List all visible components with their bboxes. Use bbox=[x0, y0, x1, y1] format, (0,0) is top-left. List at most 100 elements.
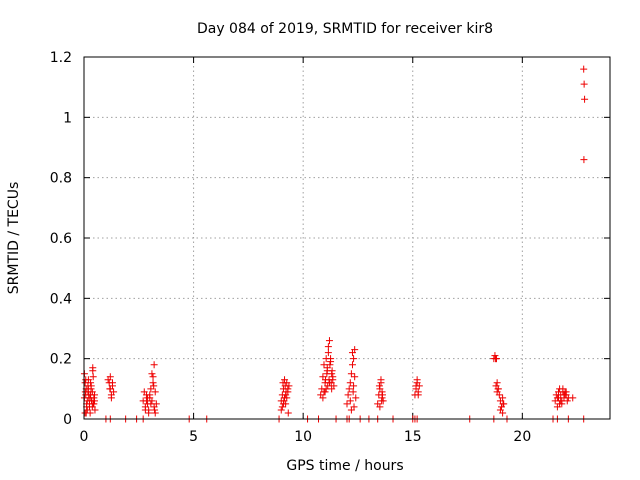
plot-frame bbox=[83, 56, 611, 420]
data-point bbox=[557, 397, 565, 405]
data-point bbox=[324, 382, 332, 390]
data-point bbox=[151, 409, 159, 417]
data-point bbox=[493, 379, 501, 387]
data-point bbox=[499, 394, 507, 402]
data-point bbox=[280, 397, 288, 405]
data-point bbox=[349, 388, 357, 396]
data-point bbox=[499, 409, 507, 417]
data-point bbox=[148, 370, 156, 378]
y-tick-label: 0.6 bbox=[50, 231, 72, 247]
data-point bbox=[324, 343, 332, 351]
data-point bbox=[413, 376, 421, 384]
data-point bbox=[412, 382, 420, 390]
data-point bbox=[83, 406, 91, 414]
data-point bbox=[89, 373, 97, 381]
data-point bbox=[107, 394, 115, 402]
x-tick-label: 15 bbox=[404, 429, 422, 445]
data-point bbox=[350, 382, 358, 390]
axis-ticks bbox=[83, 56, 610, 420]
data-point bbox=[150, 382, 158, 390]
x-axis-label: GPS time / hours bbox=[286, 458, 403, 474]
data-point bbox=[328, 367, 336, 375]
data-point bbox=[284, 409, 292, 417]
y-axis-label: SRMTID / TECUs bbox=[6, 182, 22, 295]
y-tick-label: 0.4 bbox=[50, 291, 72, 307]
data-point bbox=[556, 385, 564, 393]
data-point bbox=[558, 400, 566, 408]
x-tick-label: 5 bbox=[189, 429, 198, 445]
data-point bbox=[277, 406, 285, 414]
data-point bbox=[87, 385, 95, 393]
data-point bbox=[561, 391, 569, 399]
data-point bbox=[141, 406, 149, 414]
data-point bbox=[345, 385, 353, 393]
data-point bbox=[149, 379, 157, 387]
y-tick-labels: 0 0.2 0.4 0.6 0.8 1 1.2 bbox=[50, 50, 72, 428]
data-point bbox=[499, 400, 507, 408]
data-point bbox=[151, 388, 159, 396]
data-point bbox=[89, 400, 97, 408]
data-point bbox=[329, 373, 337, 381]
x-tick-labels: 0 5 10 15 20 bbox=[80, 429, 532, 445]
data-point bbox=[346, 397, 354, 405]
y-tick-label: 0 bbox=[63, 412, 72, 428]
data-point bbox=[283, 394, 291, 402]
data-point bbox=[150, 361, 158, 369]
data-point bbox=[351, 373, 359, 381]
y-tick-label: 0.2 bbox=[50, 352, 72, 368]
data-point bbox=[343, 400, 351, 408]
data-point bbox=[281, 376, 289, 384]
data-point bbox=[492, 355, 500, 363]
data-point bbox=[376, 403, 384, 411]
y-tick-label: 0.8 bbox=[50, 171, 72, 187]
data-point bbox=[88, 403, 96, 411]
data-point bbox=[346, 379, 354, 387]
data-point bbox=[145, 409, 153, 417]
data-point bbox=[350, 355, 358, 363]
data-point bbox=[320, 361, 328, 369]
x-tick-label: 20 bbox=[513, 429, 531, 445]
data-point bbox=[91, 397, 99, 405]
data-point bbox=[81, 388, 89, 396]
grid bbox=[84, 57, 610, 419]
data-point bbox=[147, 400, 155, 408]
data-point bbox=[281, 382, 289, 390]
data-point bbox=[108, 379, 116, 387]
data-point bbox=[327, 379, 335, 387]
data-point bbox=[326, 361, 334, 369]
data-point bbox=[142, 397, 150, 405]
data-point bbox=[344, 391, 352, 399]
data-point bbox=[320, 388, 328, 396]
data-point bbox=[580, 65, 588, 73]
data-point bbox=[563, 397, 571, 405]
data-point bbox=[327, 355, 335, 363]
data-point bbox=[110, 388, 118, 396]
data-point bbox=[278, 403, 286, 411]
data-point bbox=[323, 370, 331, 378]
data-point bbox=[494, 385, 502, 393]
data-point bbox=[149, 373, 157, 381]
data-point bbox=[378, 397, 386, 405]
data-point bbox=[580, 156, 588, 164]
data-point bbox=[581, 95, 589, 103]
data-point bbox=[375, 382, 383, 390]
data-points bbox=[80, 65, 589, 423]
data-point bbox=[350, 403, 358, 411]
data-point bbox=[569, 394, 577, 402]
data-point bbox=[414, 391, 422, 399]
data-point bbox=[580, 80, 588, 88]
data-point bbox=[324, 349, 332, 357]
data-point bbox=[106, 385, 114, 393]
data-point bbox=[106, 373, 114, 381]
data-point bbox=[84, 382, 92, 390]
data-point bbox=[352, 394, 360, 402]
data-point bbox=[82, 376, 90, 384]
data-point bbox=[147, 385, 155, 393]
data-point bbox=[319, 394, 327, 402]
data-point bbox=[491, 352, 499, 360]
data-point bbox=[151, 406, 159, 414]
chart-title: Day 084 of 2019, SRMTID for receiver kir… bbox=[197, 21, 493, 37]
data-point bbox=[377, 376, 385, 384]
y-tick-label: 1.2 bbox=[50, 50, 72, 66]
